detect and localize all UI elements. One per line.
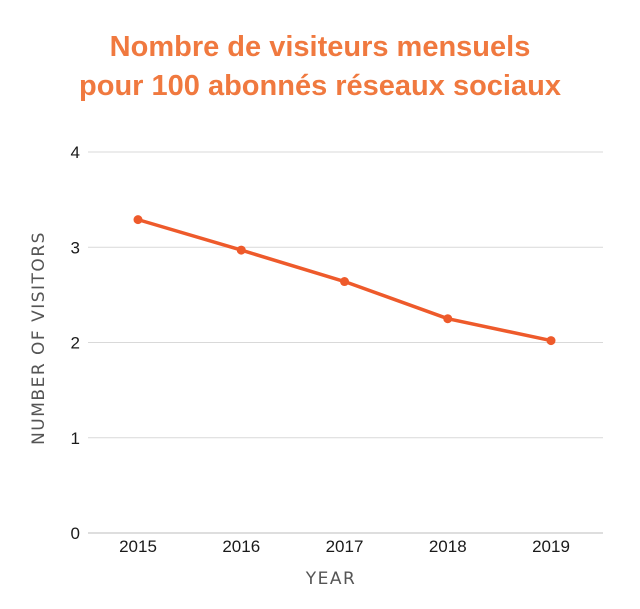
data-point — [133, 215, 143, 225]
chart-title-line-2: pour 100 abonnés réseaux sociaux — [79, 70, 561, 102]
x-tick-label: 2015 — [119, 537, 157, 556]
x-tick-label: 2019 — [532, 537, 570, 556]
y-tick-label: 1 — [71, 429, 80, 448]
y-tick-label: 0 — [71, 524, 80, 543]
x-axis-title: YEAR — [305, 569, 357, 589]
x-tick-label: 2018 — [429, 537, 467, 556]
chart-title: Nombre de visiteurs mensuels pour 100 ab… — [0, 28, 640, 106]
x-axis-ticks: 2015 2016 2017 2018 2019 — [119, 537, 570, 556]
gridlines — [88, 151, 603, 534]
y-tick-label: 4 — [71, 143, 80, 162]
y-axis-title: NUMBER OF VISITORS — [29, 231, 49, 445]
y-tick-label: 3 — [71, 238, 80, 257]
x-tick-label: 2017 — [326, 537, 364, 556]
y-tick-label: 2 — [71, 334, 80, 353]
data-point — [236, 245, 246, 255]
data-point — [546, 336, 556, 346]
chart-title-line-1: Nombre de visiteurs mensuels — [109, 31, 531, 63]
data-point — [443, 314, 453, 324]
series — [133, 215, 556, 346]
data-point — [340, 277, 349, 287]
y-axis-ticks: 0 1 2 3 4 — [71, 143, 80, 543]
x-tick-label: 2016 — [222, 537, 260, 556]
